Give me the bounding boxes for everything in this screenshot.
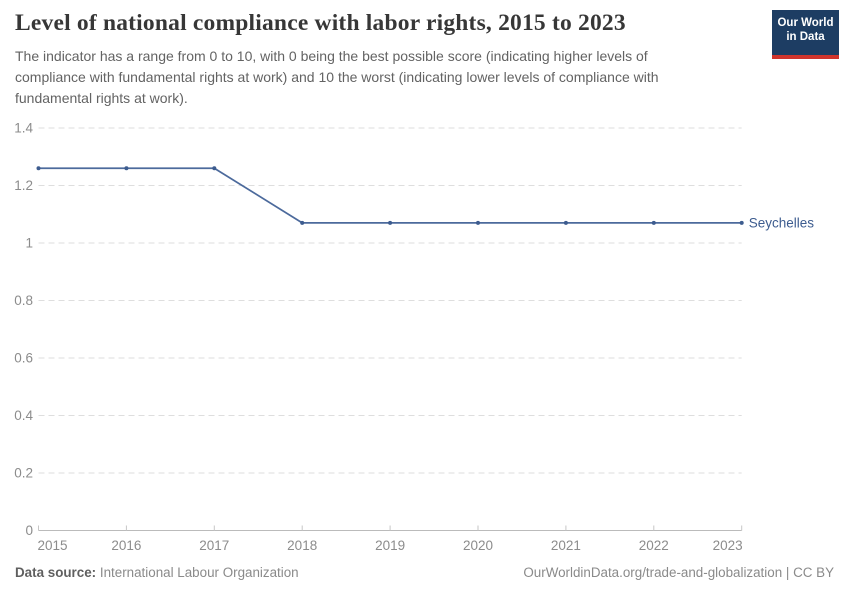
chart-title: Level of national compliance with labor … xyxy=(15,10,626,36)
data-point xyxy=(651,220,656,225)
attribution-link[interactable]: OurWorldinData.org/trade-and-globalizati… xyxy=(523,565,834,580)
data-source: Data source: International Labour Organi… xyxy=(15,565,299,580)
series-end-label: Seychelles xyxy=(749,215,815,230)
y-tick-label: 0.2 xyxy=(14,466,33,481)
x-tick-label: 2017 xyxy=(199,538,229,553)
data-source-label: Data source: xyxy=(15,565,97,580)
owid-logo-line1: Our World xyxy=(777,17,834,29)
data-point xyxy=(124,166,129,171)
x-tick-label: 2015 xyxy=(38,538,68,553)
x-tick-label: 2020 xyxy=(463,538,493,553)
y-tick-label: 0 xyxy=(25,523,33,538)
y-tick-label: 1 xyxy=(25,236,33,251)
data-point xyxy=(563,220,568,225)
data-point xyxy=(388,220,393,225)
y-tick-label: 0.4 xyxy=(14,408,33,423)
owid-logo-line2: in Data xyxy=(786,31,825,43)
data-point xyxy=(739,220,744,225)
data-point xyxy=(212,166,217,171)
y-tick-label: 1.2 xyxy=(14,178,33,193)
y-tick-label: 0.8 xyxy=(14,293,33,308)
x-tick-label: 2018 xyxy=(287,538,317,553)
x-tick-label: 2019 xyxy=(375,538,405,553)
data-point xyxy=(36,166,41,171)
x-tick-label: 2022 xyxy=(639,538,669,553)
x-tick-label: 2023 xyxy=(713,538,743,553)
x-tick-label: 2021 xyxy=(551,538,581,553)
y-tick-label: 1.4 xyxy=(14,121,33,136)
chart-footer: Data source: International Labour Organi… xyxy=(15,565,834,580)
chart-subtitle: The indicator has a range from 0 to 10, … xyxy=(15,48,659,106)
data-point xyxy=(300,220,305,225)
data-point xyxy=(476,220,480,225)
chart-header: Level of national compliance with labor … xyxy=(15,10,765,109)
owid-logo[interactable]: Our World in Data xyxy=(772,10,839,59)
series-line xyxy=(38,167,742,224)
data-source-value: International Labour Organization xyxy=(99,565,299,580)
x-tick-label: 2016 xyxy=(111,538,141,553)
y-tick-label: 0.6 xyxy=(14,351,33,366)
